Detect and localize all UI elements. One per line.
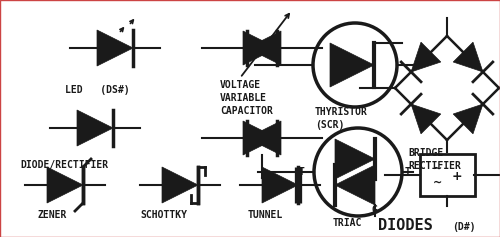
Polygon shape (77, 110, 113, 146)
Text: (D#): (D#) (452, 222, 475, 232)
Polygon shape (453, 104, 483, 134)
Text: G: G (372, 205, 378, 215)
Text: DIODES: DIODES (378, 218, 433, 233)
Polygon shape (330, 43, 374, 87)
Text: ~: ~ (432, 164, 442, 174)
Text: THYRISTOR
(SCR): THYRISTOR (SCR) (315, 107, 368, 130)
Polygon shape (97, 30, 133, 66)
Text: T: T (299, 167, 305, 177)
Text: SCHOTTKY: SCHOTTKY (140, 210, 187, 220)
Text: TUNNEL: TUNNEL (248, 210, 283, 220)
Polygon shape (411, 42, 441, 72)
Text: +: + (452, 169, 462, 182)
Text: T: T (405, 167, 411, 177)
Polygon shape (247, 31, 281, 65)
Polygon shape (262, 167, 298, 203)
Polygon shape (162, 167, 198, 203)
Text: DIODE/RECTIFIER: DIODE/RECTIFIER (20, 160, 108, 170)
Polygon shape (335, 139, 375, 179)
Polygon shape (411, 104, 441, 134)
Bar (420, 154, 475, 196)
Text: TRIAC: TRIAC (333, 218, 362, 228)
Text: ZENER: ZENER (38, 210, 68, 220)
Text: LED   (DS#): LED (DS#) (65, 85, 130, 95)
Polygon shape (243, 31, 277, 65)
Text: BRIDGE
RECTIFIER: BRIDGE RECTIFIER (408, 148, 461, 171)
Polygon shape (453, 42, 483, 72)
Polygon shape (47, 167, 83, 203)
Text: ~: ~ (432, 178, 442, 188)
Text: VOLTAGE
VARIABLE
CAPACITOR: VOLTAGE VARIABLE CAPACITOR (220, 80, 273, 116)
Polygon shape (335, 165, 375, 205)
Polygon shape (247, 121, 281, 155)
Polygon shape (243, 121, 277, 155)
